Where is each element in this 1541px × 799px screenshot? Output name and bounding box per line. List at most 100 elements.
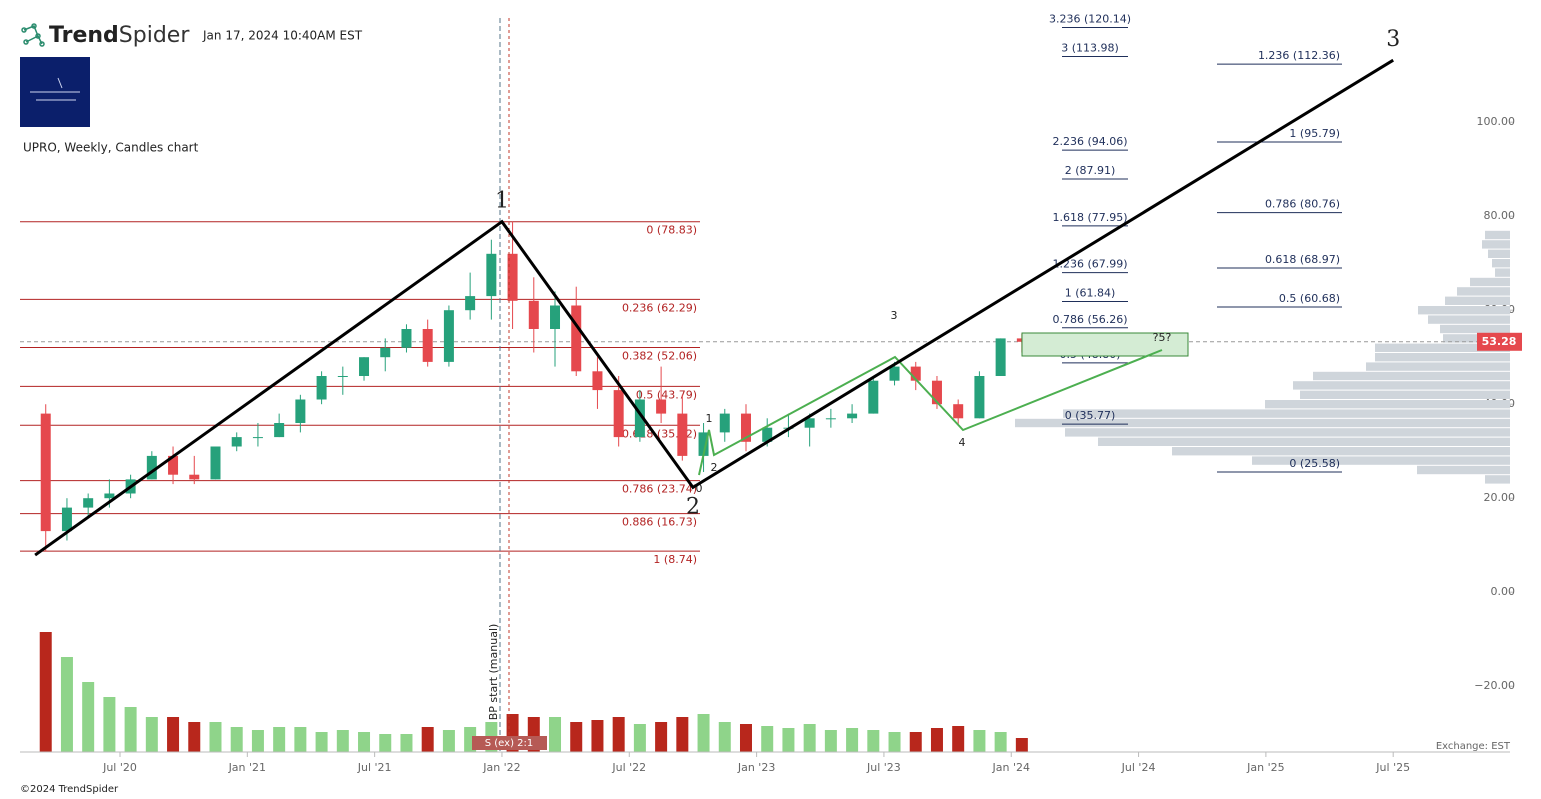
volume-profile-bar: [1015, 418, 1510, 428]
volume-bar: [591, 720, 604, 752]
volume-bar: [909, 732, 922, 752]
fib-label: 1.236 (67.99): [1052, 258, 1127, 271]
fib-label: 0 (25.58): [1289, 457, 1340, 470]
split-badge: [472, 736, 547, 750]
fib-label: 0.886 (16.73): [622, 516, 697, 529]
wave-label: 3: [1386, 27, 1400, 52]
last-price-badge: [1477, 332, 1522, 351]
volume-bar: [655, 722, 668, 752]
candle-body: [507, 253, 518, 301]
subwave-line: [698, 349, 1163, 476]
x-tick-label: Jul '25: [1375, 761, 1410, 774]
fib-label: 0.786 (23.74): [622, 483, 697, 496]
volume-bar: [124, 707, 137, 752]
candle-body: [995, 338, 1006, 376]
fib-label: 0.5 (43.79): [636, 388, 697, 401]
fib-label: 1 (61.84): [1065, 287, 1116, 300]
volume-bar: [421, 727, 434, 752]
candle-body: [83, 498, 94, 508]
volume-bar: [336, 730, 349, 752]
volume-profile-bar: [1065, 428, 1510, 437]
volume-bar: [867, 730, 880, 752]
target-zone: [1021, 332, 1189, 357]
candle-body: [189, 474, 200, 480]
fib-label: 0.786 (80.76): [1265, 198, 1340, 211]
volume-bar: [633, 724, 646, 752]
fib-label: 0.5 (60.68): [1279, 292, 1340, 305]
volume-bar: [400, 734, 413, 752]
volume-bar: [167, 717, 180, 752]
candle-body: [401, 329, 412, 348]
brand: TrendSpider: [49, 23, 190, 48]
volume-profile-bar: [1482, 240, 1510, 249]
volume-profile-bar: [1495, 268, 1510, 277]
subwave-label: 4: [959, 436, 966, 449]
volume-profile-bar: [1443, 334, 1510, 343]
candle-body: [443, 310, 454, 362]
volume-bar: [294, 727, 307, 752]
candle-body: [740, 413, 751, 442]
fib-label: 2 (87.91): [1065, 164, 1116, 177]
y-tick-label: −20.00: [1474, 679, 1515, 692]
fib-label: 0.236 (62.29): [622, 301, 697, 314]
volume-bar: [761, 726, 774, 752]
candle-body: [550, 305, 561, 329]
candle-body: [719, 413, 730, 433]
volume-bar: [782, 728, 795, 752]
candle-body: [40, 413, 51, 532]
volume-profile-bar: [1445, 296, 1510, 305]
subwave-label: 1: [706, 412, 713, 425]
volume-bar: [952, 726, 965, 752]
candle-body: [295, 399, 306, 423]
copyright: ©2024 TrendSpider: [20, 784, 119, 795]
x-tick-label: Jan '21: [228, 761, 266, 774]
volume-profile-bar: [1488, 249, 1510, 258]
volume-bar: [188, 722, 201, 752]
x-tick-label: Jan '22: [482, 761, 520, 774]
volume-bar: [549, 717, 562, 752]
volume-bar: [442, 730, 455, 752]
volume-bar: [718, 722, 731, 752]
volume-bar: [358, 732, 371, 752]
subwave-label: 0: [696, 482, 703, 495]
candle-body: [910, 366, 921, 381]
split-label: S (ex) 2:1: [485, 738, 534, 749]
candle-body: [804, 418, 815, 428]
volume-profile-bar: [1485, 230, 1510, 240]
over-layer: 53.28 1 2 3: [34, 27, 1522, 557]
candle-body: [825, 418, 836, 420]
volume-bar: [82, 682, 95, 752]
brand-bold: Trend: [49, 23, 119, 48]
under-layer: 100.0080.0060.0040.0020.000.00−20.00Jul …: [20, 13, 1515, 774]
candle-body: [146, 455, 157, 480]
candle-body: [868, 380, 879, 414]
candle-body: [168, 455, 179, 475]
wave-label: 2: [686, 494, 700, 519]
candle-body: [634, 399, 645, 438]
candle-body: [61, 507, 72, 532]
x-tick-label: Jul '21: [357, 761, 392, 774]
volume-bar: [379, 734, 392, 752]
candle-body: [931, 380, 942, 405]
volume-profile-bar: [1313, 371, 1510, 381]
bp-start-label: BP start (manual): [487, 624, 500, 721]
volume-bar: [273, 727, 286, 752]
volume-profile-bar: [1417, 465, 1510, 475]
volume-bar: [145, 717, 158, 752]
volume-bar: [570, 722, 583, 752]
subwave-label: ?5?: [1153, 331, 1172, 344]
candle-body: [528, 300, 539, 329]
candle-body: [337, 376, 348, 377]
wave-label: 1: [495, 189, 509, 214]
fib-label: 3.236 (120.14): [1049, 13, 1131, 26]
volume-profile-bar: [1252, 456, 1510, 465]
candle-body: [359, 357, 370, 376]
volume-profile-bar: [1418, 306, 1510, 315]
volume-profile-bar: [1492, 259, 1510, 268]
x-tick-label: Jan '23: [737, 761, 775, 774]
candle-body: [380, 347, 391, 358]
exchange-label: Exchange: EST: [1436, 741, 1511, 752]
fib-label: 0.786 (56.26): [1052, 313, 1127, 326]
volume-profile-bar: [1063, 409, 1510, 418]
fib-label: 0.382 (52.06): [622, 350, 697, 363]
